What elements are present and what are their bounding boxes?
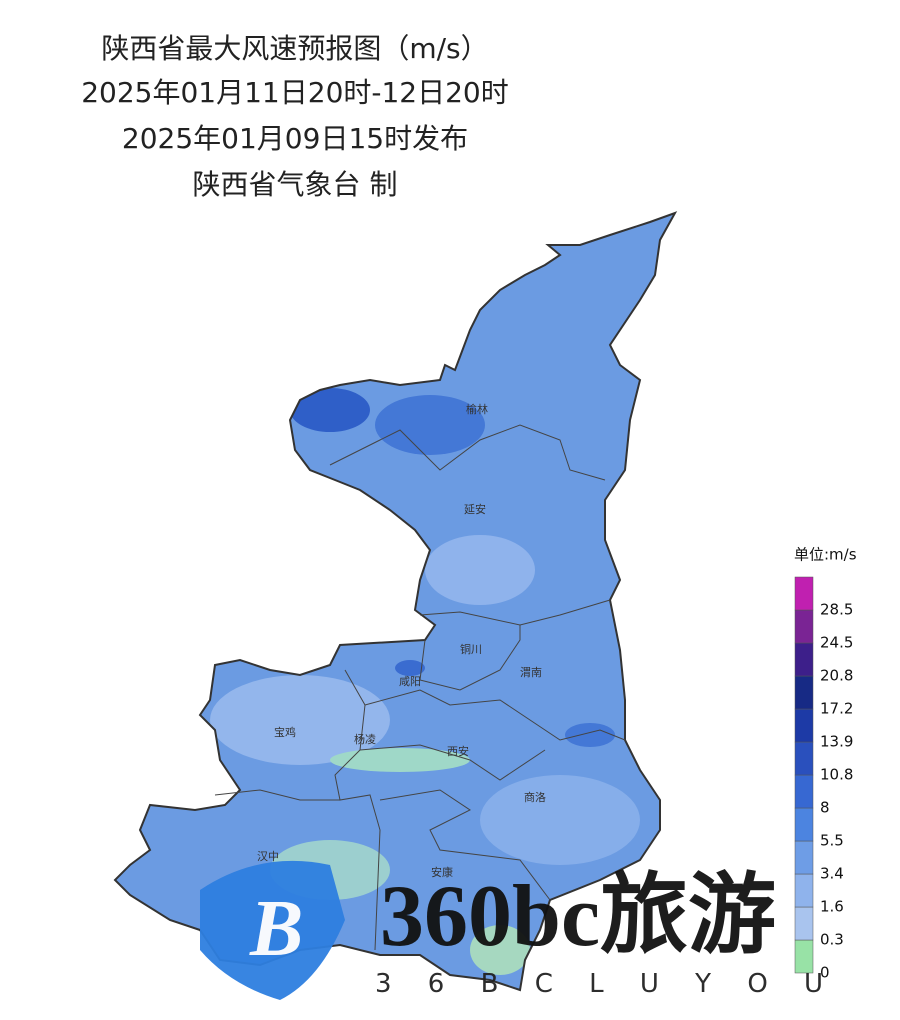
legend-label: 13.9 (820, 733, 853, 751)
city-label: 商洛 (524, 790, 546, 804)
city-label: 榆林 (466, 402, 488, 416)
watermark-brand: 360bc旅游 (380, 868, 776, 965)
city-label: 西安 (447, 744, 469, 758)
legend-label: 10.8 (820, 766, 853, 784)
watermark: B 360bc旅游 3 6 B C L U Y O U (200, 860, 837, 1000)
watermark-logo (200, 860, 345, 1000)
city-label: 安康 (431, 865, 453, 879)
legend-swatch (794, 609, 814, 644)
legend-swatch (794, 807, 814, 842)
legend-swatch (794, 642, 814, 677)
legend-label: 0 (820, 964, 830, 982)
legend-label: 3.4 (820, 865, 844, 883)
city-label: 渭南 (520, 666, 542, 679)
legend-label: 20.8 (820, 667, 853, 685)
issued: 2025年01月09日15时发布 (122, 122, 468, 155)
period: 2025年01月11日20时-12日20时 (81, 76, 509, 109)
publisher: 陕西省气象台 制 (193, 168, 398, 201)
city-borders (214, 424, 626, 951)
city-label: 咸阳 (399, 675, 421, 688)
city-label: 铜川 (460, 642, 482, 656)
city-label: 延安 (464, 502, 486, 516)
legend-swatch (794, 840, 814, 875)
legend-swatch (794, 873, 814, 908)
title: 陕西省最大风速预报图（m/s） (101, 32, 488, 65)
legend-label: 24.5 (820, 634, 853, 652)
legend-swatch (794, 576, 814, 611)
watermark-sub: 3 6 B C L U Y O U (375, 969, 837, 999)
legend-label: 8 (820, 799, 830, 817)
legend-swatch (794, 906, 814, 941)
city-label: 杨凌 (354, 732, 376, 746)
legend-swatch (794, 675, 814, 710)
legend-swatch (794, 708, 814, 743)
legend-label: 28.5 (820, 601, 853, 619)
legend-swatch (794, 774, 814, 809)
legend-label: 5.5 (820, 832, 844, 850)
city-label: 汉中 (257, 850, 279, 863)
watermark-logo-letter: B (249, 885, 303, 973)
legend-unit: 单位:m/s (794, 546, 857, 564)
legend-label: 0.3 (820, 931, 844, 949)
legend-label: 17.2 (820, 700, 853, 718)
legend-label: 1.6 (820, 898, 844, 916)
legend-swatch (794, 741, 814, 776)
city-label: 宝鸡 (274, 725, 296, 739)
